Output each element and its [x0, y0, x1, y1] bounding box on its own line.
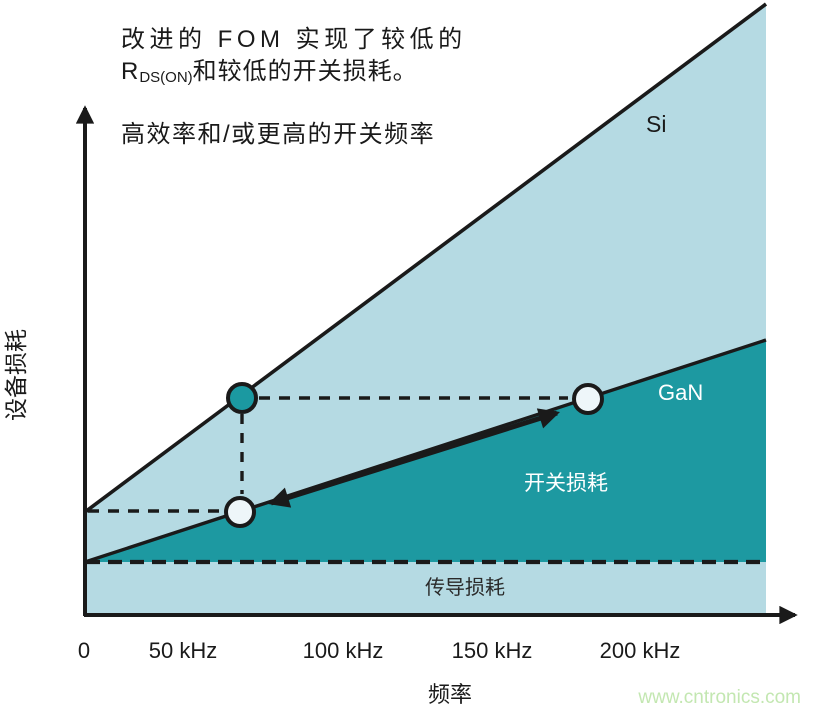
si-loss-area [85, 4, 766, 562]
x-tick-150khz: 150 kHz [452, 638, 533, 663]
watermark-text: www.cntronics.com [637, 687, 801, 708]
conduction-loss-label: 传导损耗 [425, 576, 505, 599]
conduction-loss-strip [85, 562, 766, 613]
caption-rdson-subscript: DS(ON) [139, 69, 193, 86]
caption-line-2: RDS(ON)和较低的开关损耗。 [121, 55, 551, 91]
si-series-label: Si [646, 111, 666, 137]
figure-caption: 改进的 FOM 实现了较低的 RDS(ON)和较低的开关损耗。 高效率和/或更高… [121, 24, 551, 150]
x-tick-200khz: 200 kHz [600, 638, 681, 663]
gan-series-label: GaN [658, 380, 703, 405]
x-tick-50khz: 50 kHz [149, 638, 217, 663]
marker-gan-70khz [224, 496, 256, 528]
x-axis-title: 频率 [428, 682, 472, 707]
x-tick-100khz: 100 kHz [303, 638, 384, 663]
caption-line-2-rest: 和较低的开关损耗。 [192, 58, 418, 85]
y-axis-title: 设备损耗 [3, 329, 29, 421]
frequency-shift-arrow [267, 408, 561, 508]
caption-line-1: 改进的 FOM 实现了较低的 [121, 26, 467, 53]
marker-gan-185khz [572, 383, 604, 415]
caption-line-3: 高效率和/或更高的开关频率 [121, 121, 436, 148]
switching-loss-label: 开关损耗 [524, 472, 608, 495]
si-line [83, 2, 768, 514]
x-tick-0: 0 [78, 638, 90, 663]
caption-rdson-symbol: R [121, 58, 140, 85]
marker-si-70khz [226, 382, 258, 414]
